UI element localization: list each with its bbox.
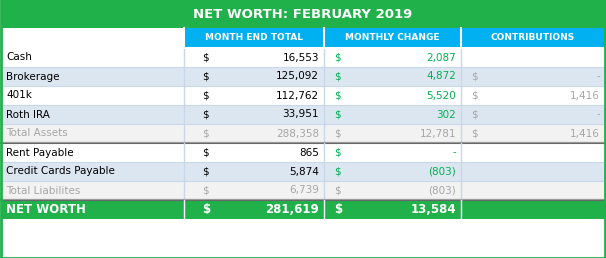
Text: $: $ xyxy=(202,186,208,196)
Text: 302: 302 xyxy=(436,109,456,119)
FancyBboxPatch shape xyxy=(1,124,605,143)
Text: $: $ xyxy=(334,166,341,176)
FancyBboxPatch shape xyxy=(324,28,461,48)
Text: 5,874: 5,874 xyxy=(289,166,319,176)
Text: $: $ xyxy=(471,109,478,119)
Text: $: $ xyxy=(334,203,342,216)
Text: $: $ xyxy=(202,71,208,82)
Text: (803): (803) xyxy=(428,166,456,176)
Text: $: $ xyxy=(202,52,208,62)
Text: 401k: 401k xyxy=(6,91,32,101)
Text: 6,739: 6,739 xyxy=(289,186,319,196)
FancyBboxPatch shape xyxy=(1,48,605,67)
FancyBboxPatch shape xyxy=(1,181,605,200)
Text: $: $ xyxy=(202,166,208,176)
Text: Total Liabilites: Total Liabilites xyxy=(6,186,81,196)
Text: $: $ xyxy=(202,91,208,101)
Text: 865: 865 xyxy=(299,148,319,157)
Text: 1,416: 1,416 xyxy=(570,128,600,139)
Text: $: $ xyxy=(334,109,341,119)
Text: 112,762: 112,762 xyxy=(276,91,319,101)
Text: $: $ xyxy=(471,91,478,101)
Text: 16,553: 16,553 xyxy=(282,52,319,62)
Text: $: $ xyxy=(471,128,478,139)
Text: -: - xyxy=(596,71,600,82)
Text: $: $ xyxy=(202,128,208,139)
FancyBboxPatch shape xyxy=(1,162,605,181)
Text: MONTH END TOTAL: MONTH END TOTAL xyxy=(205,34,303,43)
Text: Rent Payable: Rent Payable xyxy=(6,148,73,157)
Text: Total Assets: Total Assets xyxy=(6,128,68,139)
Text: 288,358: 288,358 xyxy=(276,128,319,139)
Text: -: - xyxy=(596,109,600,119)
FancyBboxPatch shape xyxy=(1,28,184,48)
Text: $: $ xyxy=(334,186,341,196)
Text: $: $ xyxy=(202,109,208,119)
Text: 5,520: 5,520 xyxy=(426,91,456,101)
Text: 2,087: 2,087 xyxy=(426,52,456,62)
Text: 125,092: 125,092 xyxy=(276,71,319,82)
FancyBboxPatch shape xyxy=(1,105,605,124)
Text: $: $ xyxy=(334,52,341,62)
Text: NET WORTH: FEBRUARY 2019: NET WORTH: FEBRUARY 2019 xyxy=(193,7,413,20)
FancyBboxPatch shape xyxy=(1,200,605,219)
Text: 12,781: 12,781 xyxy=(419,128,456,139)
Text: NET WORTH: NET WORTH xyxy=(6,203,86,216)
Text: Brokerage: Brokerage xyxy=(6,71,59,82)
Text: Cash: Cash xyxy=(6,52,32,62)
FancyBboxPatch shape xyxy=(1,67,605,86)
Text: $: $ xyxy=(334,71,341,82)
FancyBboxPatch shape xyxy=(1,143,605,162)
Text: 281,619: 281,619 xyxy=(265,203,319,216)
Text: MONTHLY CHANGE: MONTHLY CHANGE xyxy=(345,34,440,43)
FancyBboxPatch shape xyxy=(184,28,324,48)
Text: 1,416: 1,416 xyxy=(570,91,600,101)
Text: Credit Cards Payable: Credit Cards Payable xyxy=(6,166,115,176)
Text: -: - xyxy=(452,148,456,157)
Text: Roth IRA: Roth IRA xyxy=(6,109,50,119)
Text: $: $ xyxy=(471,71,478,82)
Text: CONTRIBUTIONS: CONTRIBUTIONS xyxy=(491,34,575,43)
Text: (803): (803) xyxy=(428,186,456,196)
Text: 33,951: 33,951 xyxy=(282,109,319,119)
Text: $: $ xyxy=(202,148,208,157)
Text: $: $ xyxy=(334,128,341,139)
Text: $: $ xyxy=(202,203,210,216)
Text: 13,584: 13,584 xyxy=(410,203,456,216)
FancyBboxPatch shape xyxy=(1,86,605,105)
Text: $: $ xyxy=(334,148,341,157)
Text: $: $ xyxy=(334,91,341,101)
FancyBboxPatch shape xyxy=(461,28,605,48)
Text: 4,872: 4,872 xyxy=(426,71,456,82)
FancyBboxPatch shape xyxy=(1,0,605,28)
